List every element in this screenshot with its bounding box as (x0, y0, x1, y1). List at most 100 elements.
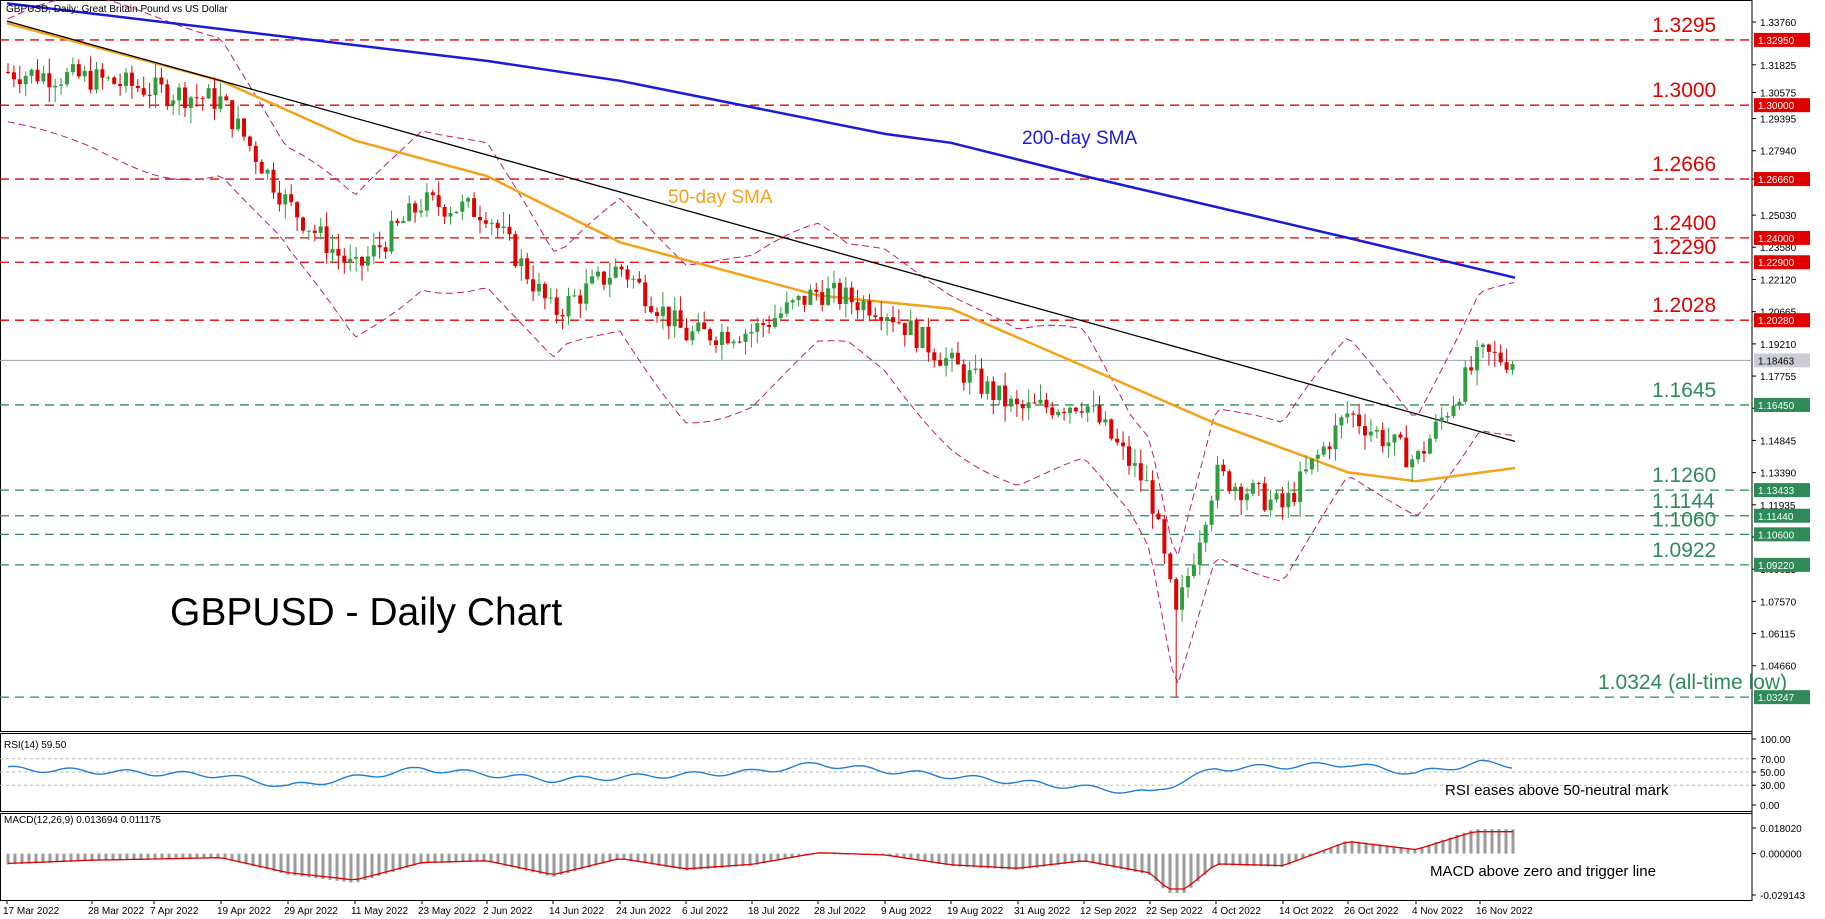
candle-body (200, 97, 205, 99)
macd-histogram-bar (944, 853, 948, 866)
candle-body (401, 220, 406, 223)
level-price-tag (1754, 172, 1810, 187)
macd-histogram-bar (1266, 853, 1270, 867)
macd-histogram-bar (20, 853, 24, 864)
macd-histogram-bar (293, 853, 297, 876)
candle-body (902, 323, 907, 336)
macd-histogram-bar (300, 853, 304, 877)
date-tick-label: 11 May 2022 (351, 906, 409, 917)
price-tick-label: 1.17755 (1760, 372, 1797, 383)
candle-body (885, 317, 890, 321)
candle-body (932, 352, 937, 361)
candle-body (1103, 419, 1108, 423)
candle-body (1298, 471, 1303, 503)
macd-histogram-bar (1308, 853, 1312, 856)
candle-body (318, 226, 323, 233)
macd-histogram-bar (524, 853, 528, 871)
candle-body (572, 295, 577, 297)
candle-body (177, 87, 182, 101)
candle-body (761, 323, 766, 325)
candle-body (1309, 458, 1314, 470)
macd-histogram-bar (62, 853, 66, 863)
macd-histogram-bar (160, 853, 164, 860)
candle-body (289, 194, 294, 203)
candle-body (88, 70, 93, 90)
level-price-tag (1754, 508, 1810, 523)
candle-body (247, 136, 252, 146)
candle-body (749, 331, 754, 334)
macd-histogram-bar (265, 853, 269, 870)
panel-frame (0, 813, 1753, 901)
candle-body (684, 327, 689, 341)
candle-body (218, 96, 223, 109)
candle-body (135, 85, 140, 89)
macd-histogram-bar (167, 853, 171, 860)
candle-body (253, 145, 258, 162)
macd-histogram-bar (1504, 829, 1508, 854)
candle-body (165, 84, 170, 105)
candle-body (1439, 417, 1444, 422)
macd-histogram-bar (1035, 853, 1039, 868)
rsi-title: RSI(14) 59.50 (4, 740, 67, 751)
macd-histogram-bar (181, 853, 185, 859)
level-label: 1.2290 (1652, 236, 1716, 259)
candle-body (1333, 425, 1338, 450)
candle-body (725, 331, 730, 344)
macd-histogram-bar (496, 853, 500, 865)
candle-body (708, 329, 713, 341)
candle-body (1150, 480, 1155, 514)
price-tick-label: 1.04660 (1760, 662, 1797, 673)
macd-tick-label: 0.000000 (1760, 850, 1802, 861)
macd-histogram-bar (685, 853, 689, 871)
price-tick-label: 1.19210 (1760, 340, 1797, 351)
candle-body (837, 282, 842, 304)
candle-body (1091, 405, 1096, 407)
macd-histogram-bar (377, 853, 381, 876)
candle-body (961, 364, 966, 383)
macd-histogram-bar (335, 853, 339, 881)
candle-body (413, 203, 418, 213)
macd-histogram-bar (1161, 853, 1165, 889)
candle-body (519, 258, 524, 267)
candle-body (147, 94, 152, 96)
macd-histogram-bar (587, 853, 591, 868)
macd-histogram-bar (1231, 853, 1235, 866)
macd-histogram-bar (1483, 829, 1487, 854)
candle-body (188, 97, 193, 108)
macd-histogram-bar (202, 853, 206, 859)
macd-histogram-bar (1105, 853, 1109, 867)
candle-body (1180, 587, 1185, 610)
price-tick-label: 1.20665 (1760, 308, 1797, 319)
candle-body (1085, 406, 1090, 413)
candle-body (601, 271, 606, 285)
macd-histogram-bar (209, 853, 213, 859)
date-tick-label: 18 Jul 2022 (748, 906, 800, 917)
macd-histogram-bar (433, 853, 437, 864)
macd-histogram-bar (447, 853, 451, 863)
macd-histogram-bar (55, 853, 59, 863)
candle-body (59, 84, 64, 86)
level-label: 1.0324 (all-time low) (1598, 671, 1787, 694)
macd-histogram-bar (125, 853, 129, 861)
candle-body (1250, 482, 1255, 494)
macd-histogram-bar (531, 853, 535, 873)
candle-body (17, 79, 22, 85)
level-price-tag-text: 1.16450 (1758, 401, 1795, 412)
candle-body (1026, 402, 1031, 409)
price-tick-label: 1.13390 (1760, 469, 1797, 480)
candle-body (1144, 480, 1149, 482)
sma200-line (6, 2, 1516, 279)
price-tick-label: 1.27940 (1760, 147, 1797, 158)
candle-body (832, 282, 836, 289)
candle-body (348, 258, 353, 263)
macd-histogram-bar (1343, 841, 1347, 854)
macd-histogram-bar (552, 853, 556, 877)
macd-histogram-bar (545, 853, 549, 876)
level-label: 1.3000 (1652, 79, 1716, 102)
candle-body (548, 297, 553, 299)
macd-histogram-bar (538, 853, 542, 874)
macd-histogram-bar (279, 853, 283, 873)
macd-histogram-bar (573, 853, 577, 872)
macd-histogram-bar (1427, 844, 1431, 854)
macd-histogram-bar (216, 853, 220, 859)
